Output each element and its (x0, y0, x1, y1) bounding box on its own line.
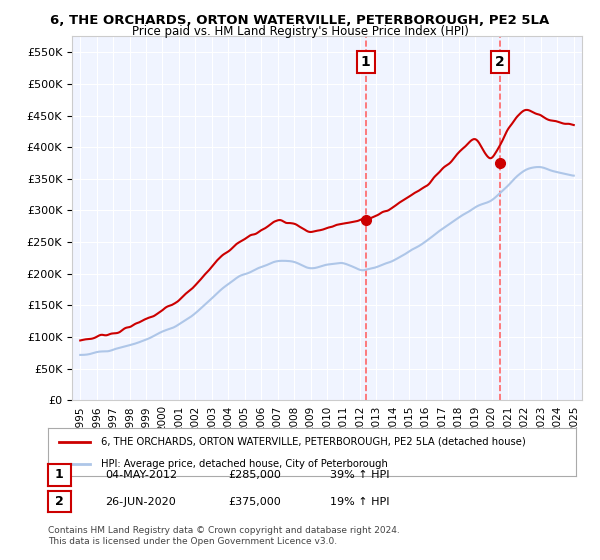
Text: 6, THE ORCHARDS, ORTON WATERVILLE, PETERBOROUGH, PE2 5LA (detached house): 6, THE ORCHARDS, ORTON WATERVILLE, PETER… (101, 437, 526, 447)
Text: Price paid vs. HM Land Registry's House Price Index (HPI): Price paid vs. HM Land Registry's House … (131, 25, 469, 38)
Text: 04-MAY-2012: 04-MAY-2012 (105, 470, 177, 480)
Text: Contains HM Land Registry data © Crown copyright and database right 2024.
This d: Contains HM Land Registry data © Crown c… (48, 526, 400, 546)
Text: 6, THE ORCHARDS, ORTON WATERVILLE, PETERBOROUGH, PE2 5LA: 6, THE ORCHARDS, ORTON WATERVILLE, PETER… (50, 14, 550, 27)
Text: £375,000: £375,000 (228, 497, 281, 507)
Text: 39% ↑ HPI: 39% ↑ HPI (330, 470, 389, 480)
Text: 19% ↑ HPI: 19% ↑ HPI (330, 497, 389, 507)
Text: £285,000: £285,000 (228, 470, 281, 480)
Text: HPI: Average price, detached house, City of Peterborough: HPI: Average price, detached house, City… (101, 459, 388, 469)
Text: 26-JUN-2020: 26-JUN-2020 (105, 497, 176, 507)
Text: 2: 2 (55, 495, 64, 508)
Text: 2: 2 (495, 55, 505, 69)
Text: 1: 1 (361, 55, 371, 69)
Text: 1: 1 (55, 468, 64, 482)
